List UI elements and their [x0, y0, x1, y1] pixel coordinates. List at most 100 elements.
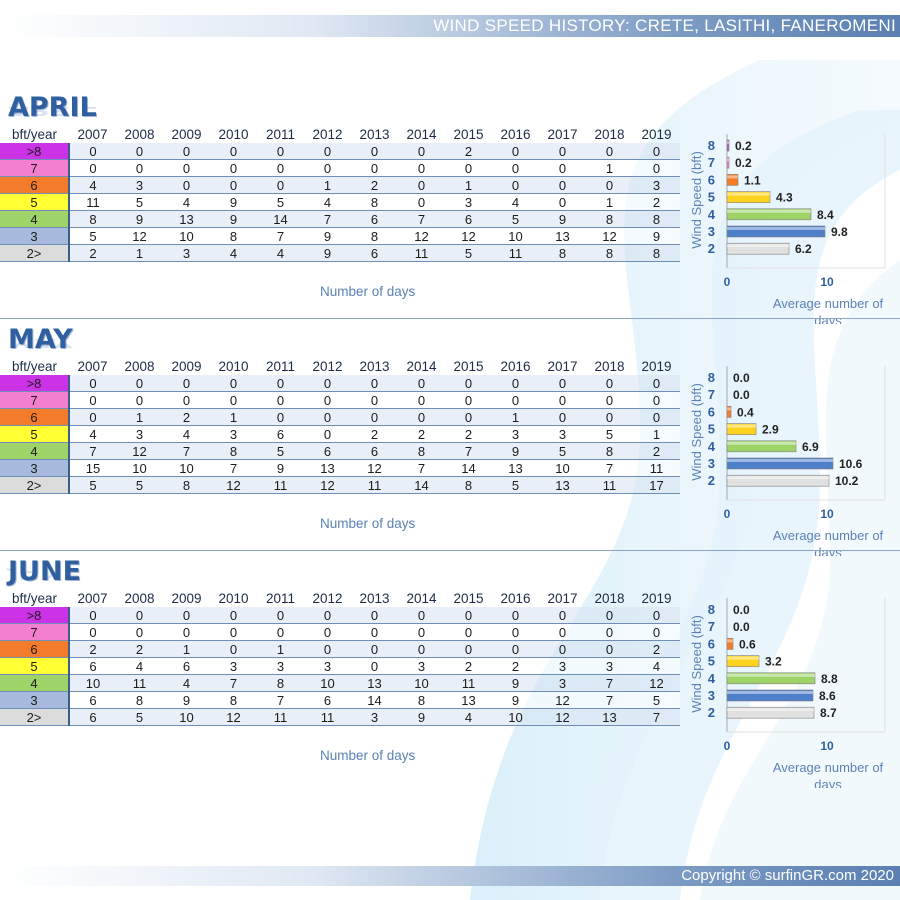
day-count-cell: 0 — [445, 159, 492, 177]
month-title: MAY — [8, 324, 73, 355]
data-label: 0.6 — [739, 637, 756, 651]
day-count-cell: 12 — [633, 674, 680, 692]
day-count-cell: 13 — [445, 691, 492, 709]
day-count-cell: 0 — [398, 607, 445, 624]
bft-level-cell: 2> — [0, 476, 70, 494]
day-count-cell: 11 — [445, 674, 492, 692]
month-title: JUNE — [8, 556, 82, 587]
year-header: 2013 — [359, 590, 390, 606]
table-row: 2> 6 5 10 12 11 11 3 9 4 10 12 13 7 — [0, 708, 680, 726]
corner-label: bft/year — [11, 590, 58, 606]
day-count-cell: 10 — [398, 674, 445, 692]
year-header: 2014 — [406, 126, 437, 142]
day-count-cell: 8 — [539, 244, 586, 262]
year-header: 2010 — [218, 126, 249, 142]
day-count-cell: 0 — [586, 408, 633, 426]
y-tick-label: 2 — [708, 473, 715, 488]
day-count-cell: 0 — [492, 143, 539, 160]
x-tick-label: 10 — [820, 507, 834, 521]
day-count-cell: 3 — [492, 425, 539, 443]
day-count-cell: 0 — [163, 607, 210, 624]
day-count-cell: 5 — [69, 227, 116, 245]
y-tick-label: 6 — [708, 636, 715, 651]
bar-highlight — [727, 459, 833, 462]
day-count-cell: 11 — [257, 476, 304, 494]
year-header: 2015 — [453, 126, 484, 142]
day-count-cell: 7 — [69, 442, 116, 460]
day-count-cell: 8 — [633, 210, 680, 228]
day-count-cell: 8 — [398, 442, 445, 460]
data-label: 0.0 — [733, 603, 750, 617]
day-count-cell: 5 — [586, 425, 633, 443]
day-count-cell: 0 — [586, 391, 633, 409]
day-count-cell: 0 — [304, 607, 351, 624]
table-row: 4 7 12 7 8 5 6 6 8 7 9 5 8 2 — [0, 442, 680, 460]
day-count-cell: 0 — [69, 159, 116, 177]
year-header: 2007 — [77, 358, 108, 374]
bar-highlight — [727, 673, 815, 677]
day-count-cell: 12 — [539, 691, 586, 709]
bar — [726, 457, 834, 470]
year-header: 2010 — [218, 358, 249, 374]
day-count-cell: 0 — [445, 375, 492, 392]
day-count-cell: 0 — [633, 143, 680, 160]
year-header: 2011 — [265, 126, 296, 142]
day-count-cell: 0 — [69, 408, 116, 426]
day-count-cell: 0 — [586, 375, 633, 392]
day-count-cell: 11 — [633, 459, 680, 477]
day-count-cell: 0 — [351, 657, 398, 675]
bar — [726, 156, 730, 169]
day-count-cell: 8 — [445, 476, 492, 494]
day-count-cell: 0 — [257, 607, 304, 624]
day-count-cell: 0 — [304, 391, 351, 409]
day-count-cell: 7 — [586, 674, 633, 692]
day-count-cell: 10 — [304, 674, 351, 692]
day-count-cell: 1 — [445, 176, 492, 194]
day-count-cell: 6 — [69, 691, 116, 709]
day-count-cell: 5 — [257, 442, 304, 460]
day-count-cell: 8 — [633, 244, 680, 262]
day-count-cell: 12 — [304, 476, 351, 494]
year-header: 2018 — [594, 358, 625, 374]
day-count-cell: 7 — [586, 691, 633, 709]
day-count-cell: 1 — [492, 408, 539, 426]
table-row: 2> 2 1 3 4 4 9 6 11 5 11 8 8 8 — [0, 244, 680, 262]
bar-highlight — [727, 424, 756, 428]
day-count-cell: 0 — [492, 640, 539, 658]
month-section: JUNE JUNE bft/year 2007 2008 2009 2010 2011 2012… — [0, 556, 900, 788]
day-count-cell: 0 — [257, 623, 304, 641]
year-header: 2017 — [547, 126, 578, 142]
day-count-cell: 8 — [586, 442, 633, 460]
year-header: 2019 — [641, 126, 672, 142]
day-count-cell: 0 — [351, 375, 398, 392]
day-count-cell: 10 — [116, 459, 163, 477]
day-count-cell: 1 — [586, 193, 633, 211]
y-tick-label: 2 — [708, 705, 715, 720]
y-tick-label: 5 — [708, 422, 715, 437]
day-count-cell: 0 — [492, 159, 539, 177]
table-row: >8 0 0 0 0 0 0 0 0 2 0 0 0 0 — [0, 143, 680, 160]
day-count-cell: 3 — [586, 657, 633, 675]
day-count-cell: 2 — [351, 176, 398, 194]
day-count-cell: 1 — [633, 425, 680, 443]
bar-highlight — [727, 476, 829, 480]
day-count-cell: 5 — [69, 476, 116, 494]
year-header: 2019 — [641, 358, 672, 374]
day-count-cell: 0 — [445, 391, 492, 409]
data-label: 4.3 — [776, 191, 793, 205]
day-count-cell: 6 — [257, 425, 304, 443]
day-count-cell: 0 — [398, 176, 445, 194]
day-count-cell: 12 — [586, 227, 633, 245]
bar — [726, 174, 739, 186]
day-count-cell: 0 — [210, 623, 257, 641]
bft-level-cell: >8 — [0, 143, 70, 160]
day-count-cell: 3 — [210, 425, 257, 443]
day-count-cell: 0 — [539, 623, 586, 641]
day-count-cell: 7 — [398, 210, 445, 228]
bft-level-cell: 4 — [0, 674, 70, 692]
month-section: APRIL APRIL bft/year 2007 2008 2009 2010 2011 20… — [0, 92, 900, 324]
day-count-cell: 0 — [492, 375, 539, 392]
bft-level-cell: 5 — [0, 425, 70, 443]
